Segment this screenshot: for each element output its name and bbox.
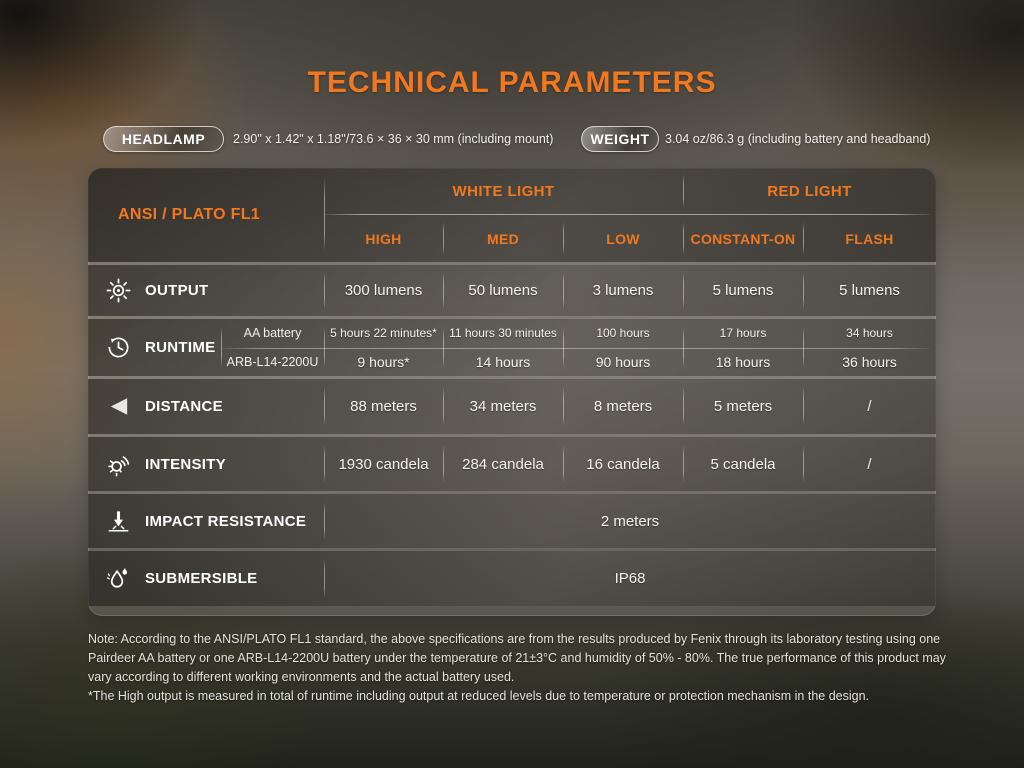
- headlamp-badge: HEADLAMP: [103, 126, 224, 152]
- mode-column-row: HIGH MED LOW CONSTANT-ON FLASH: [324, 215, 936, 262]
- output-row-label: OUTPUT: [88, 265, 324, 316]
- white-light-group-header: WHITE LIGHT: [452, 182, 555, 200]
- red-light-group-header: RED LIGHT: [683, 168, 936, 214]
- footnote-paragraph: Note: According to the ANSI/PLATO FL1 st…: [88, 632, 946, 684]
- intensity-row-label: INTENSITY: [88, 437, 324, 491]
- distance-flash: /: [803, 379, 936, 434]
- intensity-high: 1930 candela: [324, 437, 443, 491]
- impact-arrow-icon: [104, 507, 132, 535]
- runtime-arb-battery-label: ARB-L14-2200U: [226, 354, 319, 369]
- intensity-low: 16 candela: [563, 437, 683, 491]
- table-row-runtime: RUNTIME AA battery ARB-L14-2200U 5 hours…: [88, 319, 936, 376]
- runtime-column-high: 5 hours 22 minutes* 9 hours*: [324, 319, 443, 376]
- sun-icon: [104, 277, 132, 305]
- headlamp-dimensions: 2.90" x 1.42" x 1.18"/73.6 × 36 × 30 mm …: [233, 132, 554, 146]
- column-header-low: LOW: [563, 215, 683, 262]
- page-title: TECHNICAL PARAMETERS: [307, 66, 717, 99]
- output-low: 3 lumens: [563, 265, 683, 316]
- headlamp-badge-label: HEADLAMP: [121, 131, 206, 147]
- runtime-column-low: 100 hours 90 hours: [563, 319, 683, 376]
- table-header-columns: WHITE LIGHT RED LIGHT HIGH MED LOW CONST…: [324, 168, 936, 262]
- runtime-column-constant-on: 17 hours 18 hours: [683, 319, 803, 376]
- distance-med: 34 meters: [443, 379, 563, 434]
- runtime-arb-constant-on: 18 hours: [715, 353, 771, 370]
- footnote-asterisk-line: *The High output is measured in total of…: [88, 689, 869, 703]
- impact-row-label: IMPACT RESISTANCE: [88, 494, 324, 548]
- runtime-label-text: RUNTIME: [145, 339, 216, 356]
- table-row-submersible: SUBMERSIBLE IP68: [88, 551, 936, 606]
- column-header-high: HIGH: [365, 230, 402, 247]
- runtime-aa-high: 5 hours 22 minutes*: [330, 326, 437, 341]
- output-label-text: OUTPUT: [145, 282, 209, 299]
- runtime-aa-constant-on: 17 hours: [719, 326, 767, 341]
- beam-triangle-icon: [104, 393, 132, 421]
- runtime-aa-med: 11 hours 30 minutes: [449, 326, 557, 341]
- water-drop-icon: [104, 565, 132, 593]
- runtime-arb-high: 9 hours*: [357, 353, 410, 370]
- table-row-distance: DISTANCE 88 meters 34 meters 8 meters 5 …: [88, 379, 936, 434]
- column-header-constant-on: CONSTANT-ON: [683, 215, 803, 262]
- clock-icon: [104, 334, 132, 362]
- runtime-arb-flash: 36 hours: [842, 353, 897, 370]
- weight-value: 3.04 oz/86.3 g (including battery and he…: [665, 132, 931, 146]
- runtime-arb-low: 90 hours: [595, 353, 651, 370]
- intensity-label-text: INTENSITY: [145, 455, 227, 473]
- distance-constant-on: 5 meters: [683, 379, 803, 434]
- distance-label-text: DISTANCE: [145, 398, 223, 415]
- column-header-med: MED: [443, 215, 563, 262]
- table-row-intensity: INTENSITY 1930 candela 284 candela 16 ca…: [88, 437, 936, 491]
- runtime-aa-flash: 34 hours: [846, 326, 893, 341]
- intensity-icon: [104, 450, 132, 478]
- impact-label-text: IMPACT RESISTANCE: [145, 512, 307, 530]
- submersible-value: IP68: [324, 551, 936, 606]
- weight-badge-label: WEIGHT: [590, 131, 650, 147]
- runtime-column-med: 11 hours 30 minutes 14 hours: [443, 319, 563, 376]
- standard-label: ANSI / PLATO FL1: [118, 206, 260, 223]
- distance-high: 88 meters: [324, 379, 443, 434]
- table-header: ANSI / PLATO FL1 WHITE LIGHT RED LIGHT H…: [88, 168, 936, 262]
- runtime-subrow-divider: [221, 347, 930, 349]
- runtime-aa-low: 100 hours: [596, 326, 650, 341]
- runtime-aa-battery-label: AA battery: [243, 326, 302, 341]
- spec-table: ANSI / PLATO FL1 WHITE LIGHT RED LIGHT H…: [88, 168, 936, 616]
- impact-resistance-value: 2 meters: [324, 494, 936, 548]
- header-divider-line: [324, 214, 930, 215]
- light-group-row: WHITE LIGHT RED LIGHT: [324, 168, 936, 214]
- weight-badge: WEIGHT: [581, 126, 659, 152]
- output-high: 300 lumens: [324, 265, 443, 316]
- output-flash: 5 lumens: [803, 265, 936, 316]
- runtime-arb-med: 14 hours: [475, 353, 531, 370]
- intensity-flash: /: [803, 437, 936, 491]
- distance-low: 8 meters: [563, 379, 683, 434]
- runtime-row-label: RUNTIME: [88, 319, 221, 376]
- intensity-med: 284 candela: [443, 437, 563, 491]
- runtime-column-flash: 34 hours 36 hours: [803, 319, 936, 376]
- distance-row-label: DISTANCE: [88, 379, 324, 434]
- table-row-output: OUTPUT 300 lumens 50 lumens 3 lumens 5 l…: [88, 265, 936, 316]
- table-row-impact-resistance: IMPACT RESISTANCE 2 meters: [88, 494, 936, 548]
- intensity-constant-on: 5 candela: [683, 437, 803, 491]
- output-med: 50 lumens: [443, 265, 563, 316]
- output-constant-on: 5 lumens: [683, 265, 803, 316]
- runtime-battery-column: AA battery ARB-L14-2200U: [221, 319, 324, 376]
- submersible-label-text: SUBMERSIBLE: [145, 570, 258, 587]
- footnote: Note: According to the ANSI/PLATO FL1 st…: [88, 630, 946, 706]
- submersible-row-label: SUBMERSIBLE: [88, 551, 324, 606]
- column-header-flash: FLASH: [803, 215, 936, 262]
